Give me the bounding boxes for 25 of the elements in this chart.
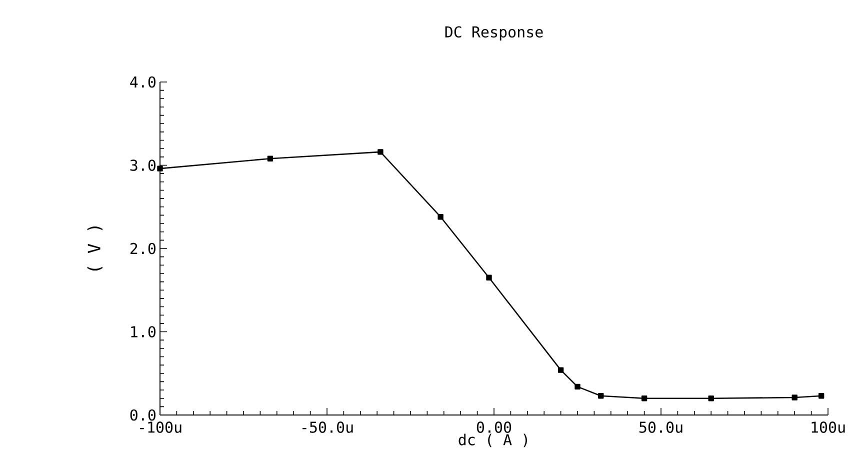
point bbox=[641, 396, 648, 402]
point bbox=[818, 393, 824, 399]
point bbox=[558, 367, 564, 373]
point bbox=[708, 396, 714, 402]
x-axis-title: dc ( A ) bbox=[458, 434, 528, 448]
point bbox=[792, 394, 798, 400]
point bbox=[267, 156, 274, 162]
x-tick-label: -100u bbox=[140, 422, 182, 433]
y-tick-label: 2.0 bbox=[130, 242, 156, 254]
point bbox=[486, 274, 492, 280]
point bbox=[378, 149, 384, 155]
y-tick-label: 4.0 bbox=[130, 76, 156, 88]
point bbox=[598, 393, 604, 399]
point bbox=[574, 384, 580, 390]
chart-title: DC Response bbox=[445, 26, 543, 40]
y-axis-title: ( V ) bbox=[87, 226, 103, 271]
point bbox=[157, 166, 163, 172]
point bbox=[438, 214, 444, 220]
y-tick-label: 0.0 bbox=[130, 409, 156, 421]
x-tick-label: -50.0u bbox=[302, 422, 353, 433]
x-tick-label: 0.00 bbox=[476, 422, 512, 433]
y-tick-label: 3.0 bbox=[130, 160, 156, 171]
y-tick-label: 1.0 bbox=[131, 326, 156, 338]
x-tick-label: 50.0u bbox=[639, 422, 682, 433]
x-tick-label: 100u bbox=[812, 422, 845, 433]
